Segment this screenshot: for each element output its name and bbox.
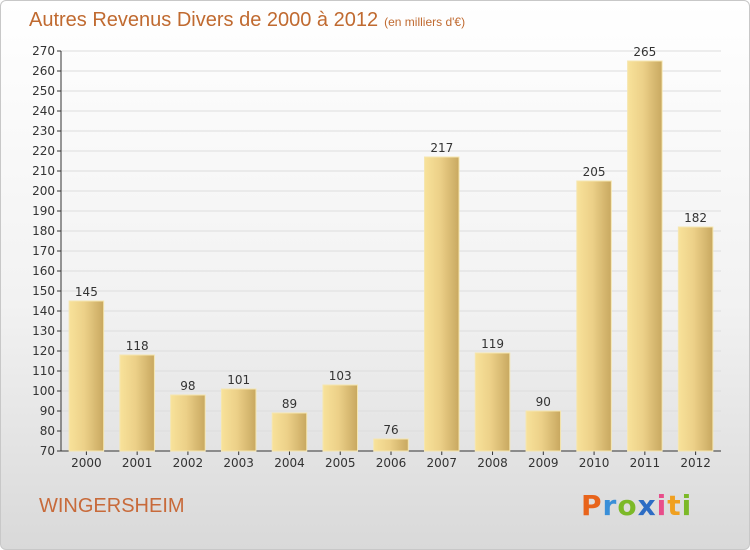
bar-2004 bbox=[271, 412, 308, 452]
y-tick-label: 200 bbox=[32, 184, 55, 198]
value-label-2002: 98 bbox=[180, 379, 195, 393]
logo-letter: i bbox=[681, 489, 693, 522]
y-tick-label: 190 bbox=[32, 204, 55, 218]
value-label-2001: 118 bbox=[126, 339, 149, 353]
bar-2008 bbox=[474, 352, 511, 452]
value-label-2006: 76 bbox=[383, 423, 398, 437]
bar-2009 bbox=[525, 410, 562, 452]
city-name: WINGERSHEIM bbox=[39, 495, 185, 517]
x-tick-label-2010: 2010 bbox=[579, 456, 610, 470]
bars bbox=[68, 60, 714, 452]
value-label-2011: 265 bbox=[633, 45, 656, 59]
chart-subtitle: (en milliers d'€) bbox=[384, 15, 466, 29]
value-label-2008: 119 bbox=[481, 337, 504, 351]
bar-2001 bbox=[119, 354, 155, 452]
value-label-2003: 101 bbox=[227, 373, 250, 387]
bar-2005 bbox=[322, 384, 358, 452]
logo-letter: o bbox=[617, 489, 638, 522]
x-tick-label-2008: 2008 bbox=[477, 456, 508, 470]
x-tick-label-2004: 2004 bbox=[274, 456, 305, 470]
y-tick-label: 170 bbox=[32, 244, 55, 258]
y-tick-label: 150 bbox=[32, 284, 55, 298]
chart-title: Autres Revenus Divers de 2000 à 2012 (en … bbox=[29, 9, 465, 32]
bar-2002 bbox=[170, 394, 206, 452]
y-tick-label: 100 bbox=[32, 384, 55, 398]
value-label-2009: 90 bbox=[536, 395, 551, 409]
bar-2007 bbox=[424, 156, 460, 452]
y-tick-label: 180 bbox=[32, 224, 55, 238]
y-tick-label: 140 bbox=[32, 304, 55, 318]
y-tick-label: 90 bbox=[40, 404, 55, 418]
chart-title-text: Autres Revenus Divers de 2000 à 2012 bbox=[29, 9, 379, 31]
x-tick-label-2006: 2006 bbox=[376, 456, 407, 470]
x-tick-label-2001: 2001 bbox=[122, 456, 153, 470]
x-tick-label-2000: 2000 bbox=[71, 456, 102, 470]
tick-labels: 7080901001101201301401501601701801902002… bbox=[32, 44, 711, 470]
value-label-2010: 205 bbox=[583, 165, 606, 179]
y-tick-label: 250 bbox=[32, 84, 55, 98]
x-tick-label-2012: 2012 bbox=[680, 456, 711, 470]
bar-2000 bbox=[68, 300, 105, 452]
x-tick-label-2011: 2011 bbox=[630, 456, 661, 470]
bar-2010 bbox=[576, 180, 612, 452]
value-label-2004: 89 bbox=[282, 397, 297, 411]
grid-lines bbox=[61, 50, 721, 452]
axes bbox=[57, 50, 721, 455]
y-tick-label: 70 bbox=[40, 444, 55, 458]
logo-letter: t bbox=[667, 489, 682, 522]
y-tick-label: 110 bbox=[32, 364, 55, 378]
logo-letter: r bbox=[602, 489, 618, 522]
y-tick-label: 80 bbox=[40, 424, 55, 438]
y-tick-label: 230 bbox=[32, 124, 55, 138]
value-label-2005: 103 bbox=[329, 369, 352, 383]
bar-2011 bbox=[627, 60, 663, 452]
x-tick-label-2005: 2005 bbox=[325, 456, 356, 470]
y-tick-label: 210 bbox=[32, 164, 55, 178]
logo-letter: P bbox=[581, 489, 603, 522]
y-tick-label: 120 bbox=[32, 344, 55, 358]
value-label-2000: 145 bbox=[75, 285, 98, 299]
value-label-2007: 217 bbox=[430, 141, 453, 155]
y-tick-label: 270 bbox=[32, 44, 55, 58]
x-tick-label-2007: 2007 bbox=[426, 456, 457, 470]
y-tick-label: 240 bbox=[32, 104, 55, 118]
proxiti-logo: Proxiti bbox=[581, 489, 692, 522]
value-label-2012: 182 bbox=[684, 211, 707, 225]
x-tick-label-2003: 2003 bbox=[223, 456, 254, 470]
value-labels: 145 118 98 101 89 103 76 217 119 90 205 265 182 bbox=[75, 45, 707, 437]
y-tick-label: 130 bbox=[32, 324, 55, 338]
bar-2012 bbox=[677, 226, 714, 452]
x-tick-label-2002: 2002 bbox=[173, 456, 204, 470]
bar-2003 bbox=[220, 388, 257, 452]
y-tick-label: 220 bbox=[32, 144, 55, 158]
bar-2006 bbox=[373, 438, 409, 452]
logo-letter: i bbox=[656, 489, 668, 522]
y-tick-label: 260 bbox=[32, 64, 55, 78]
y-tick-label: 160 bbox=[32, 264, 55, 278]
x-tick-label-2009: 2009 bbox=[528, 456, 559, 470]
logo-letter: x bbox=[637, 489, 657, 522]
